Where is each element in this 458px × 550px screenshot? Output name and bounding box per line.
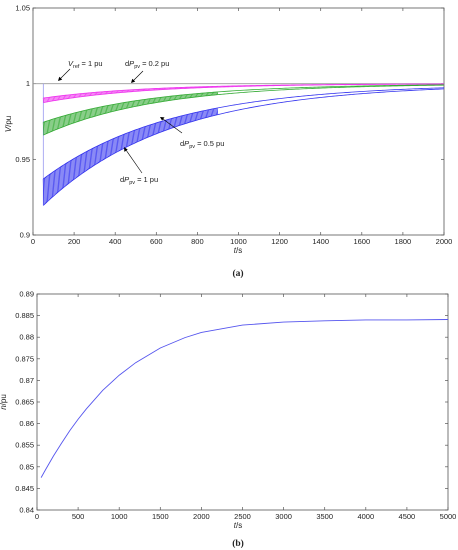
series-lower-1: [43, 83, 445, 103]
x-tick-label: 400: [109, 237, 122, 246]
x-tick-label: 1500: [152, 512, 169, 521]
y-tick-label: 1.05: [15, 4, 30, 13]
x-tick-label: 2000: [436, 237, 453, 246]
x-tick-label: 4000: [357, 512, 374, 521]
y-tick-label: 1: [26, 79, 30, 88]
x-tick-label: 800: [191, 237, 204, 246]
chart-a-xlabel: t/s: [234, 246, 242, 255]
annotation-dppv-1-arrowhead: [124, 147, 128, 152]
y-tick-label: 0.885: [15, 311, 34, 320]
chart-b-xlabel-unit: /s: [236, 521, 242, 530]
chart-b-ylabel: n/pu: [0, 394, 8, 410]
annotation-dppv-0.5-arrowhead: [160, 117, 165, 121]
annotation-dppv-0.2-arrowhead: [131, 78, 136, 83]
y-tick-label: 0.89: [19, 290, 34, 299]
y-tick-label: 0.86: [19, 419, 34, 428]
x-tick-label: 1600: [353, 237, 370, 246]
y-tick-label: 0.875: [15, 354, 34, 363]
y-tick-label: 0.855: [15, 441, 34, 450]
x-tick-label: 5000: [440, 512, 457, 521]
x-tick-label: 0: [35, 512, 39, 521]
series-upper-2: [43, 84, 445, 123]
series-upper-3: [43, 87, 445, 180]
x-tick-label: 500: [72, 512, 85, 521]
chart-b-xlabel-var: t: [234, 521, 237, 530]
series-n-line: [40, 319, 449, 478]
x-tick-label: 3000: [275, 512, 292, 521]
svg-text:Vref = 1 pu: Vref = 1 pu: [68, 59, 103, 70]
chart-a-ylabel-unit: /pu: [4, 116, 13, 127]
series-band-3: [42, 107, 219, 205]
x-tick-label: 1000: [111, 512, 128, 521]
chart-b-xlabel: t/s: [234, 521, 242, 530]
x-tick-label: 3500: [316, 512, 333, 521]
svg-text:dPpv = 1 pu: dPpv = 1 pu: [120, 175, 158, 186]
chart-b-panel-label: (b): [232, 538, 244, 549]
x-tick-label: 1200: [271, 237, 288, 246]
x-tick-label: 0: [31, 237, 35, 246]
chart-b: 0 500 1000 1500 2000 2500 3000 3500 4000 4500 5000…: [0, 290, 456, 550]
chart-b-ylabel-var: n: [0, 405, 8, 410]
chart-a-series: [33, 83, 445, 206]
annotation-vref: Vref = 1 pu: [58, 59, 103, 81]
series-band-2: [42, 91, 219, 135]
svg-text:dPpv = 0.5 pu: dPpv = 0.5 pu: [180, 139, 224, 150]
x-tick-label: 4500: [399, 512, 416, 521]
chart-b-series: [40, 319, 449, 478]
chart-a-ylabel: V/pu: [4, 116, 13, 132]
x-tick-label: 600: [150, 237, 163, 246]
y-tick-label: 0.87: [19, 376, 34, 385]
x-tick-label: 1000: [230, 237, 247, 246]
annotation-vref-arrowhead: [58, 76, 63, 81]
annotation-dppv-0.5-arrow: [162, 118, 183, 134]
chart-a: 0 200 400 600 800 1000 1200 1400 1600 1800 2000 0.…: [4, 4, 452, 280]
annotation-dppv-0.2: dPpv = 0.2 pu: [125, 59, 169, 83]
y-tick-label: 0.845: [15, 484, 34, 493]
y-tick-label: 0.865: [15, 398, 34, 407]
annotation-dppv-0.2-arrow: [132, 70, 144, 82]
annotation-dppv-1-arrow: [125, 149, 143, 174]
chart-a-plot-frame: [32, 7, 445, 236]
y-tick-label: 0.95: [15, 155, 30, 164]
chart-b-y-ticks: 0.84 0.845 0.85 0.855 0.86 0.865 0.87 0.875 0.88…: [15, 290, 448, 515]
chart-a-ylabel-var: V: [4, 126, 13, 132]
x-tick-label: 1400: [312, 237, 329, 246]
annotation-dppv-1: dPpv = 1 pu: [120, 147, 158, 186]
chart-a-y-ticks: 0.9 0.95 1 1.05: [15, 4, 444, 240]
series-lower-2: [43, 84, 445, 136]
annotation-dppv-0.5: dPpv = 0.5 pu: [160, 117, 224, 150]
chart-b-ylabel-unit: /pu: [0, 394, 8, 405]
x-tick-label: 1800: [395, 237, 412, 246]
y-tick-label: 0.9: [20, 231, 30, 240]
chart-a-xlabel-var: t: [234, 246, 237, 255]
chart-a-panel-label: (a): [232, 268, 243, 279]
svg-text:dPpv = 0.2 pu: dPpv = 0.2 pu: [125, 59, 169, 70]
x-tick-label: 200: [68, 237, 81, 246]
chart-a-x-ticks: 0 200 400 600 800 1000 1200 1400 1600 1800 2000: [31, 8, 452, 246]
chart-a-xlabel-unit: /s: [236, 246, 242, 255]
y-tick-label: 0.84: [19, 506, 34, 515]
x-tick-label: 2000: [193, 512, 210, 521]
x-tick-label: 2500: [234, 512, 251, 521]
annotation-vref-arrow: [59, 68, 71, 80]
chart-b-x-ticks: 0 500 1000 1500 2000 2500 3000 3500 4000 4500 5000: [35, 294, 456, 521]
series-band-1: [42, 86, 219, 103]
y-tick-label: 0.88: [19, 333, 34, 342]
y-tick-label: 0.85: [19, 462, 34, 471]
series-lower-3: [42, 88, 445, 206]
chart-b-plot-frame: [36, 293, 449, 511]
